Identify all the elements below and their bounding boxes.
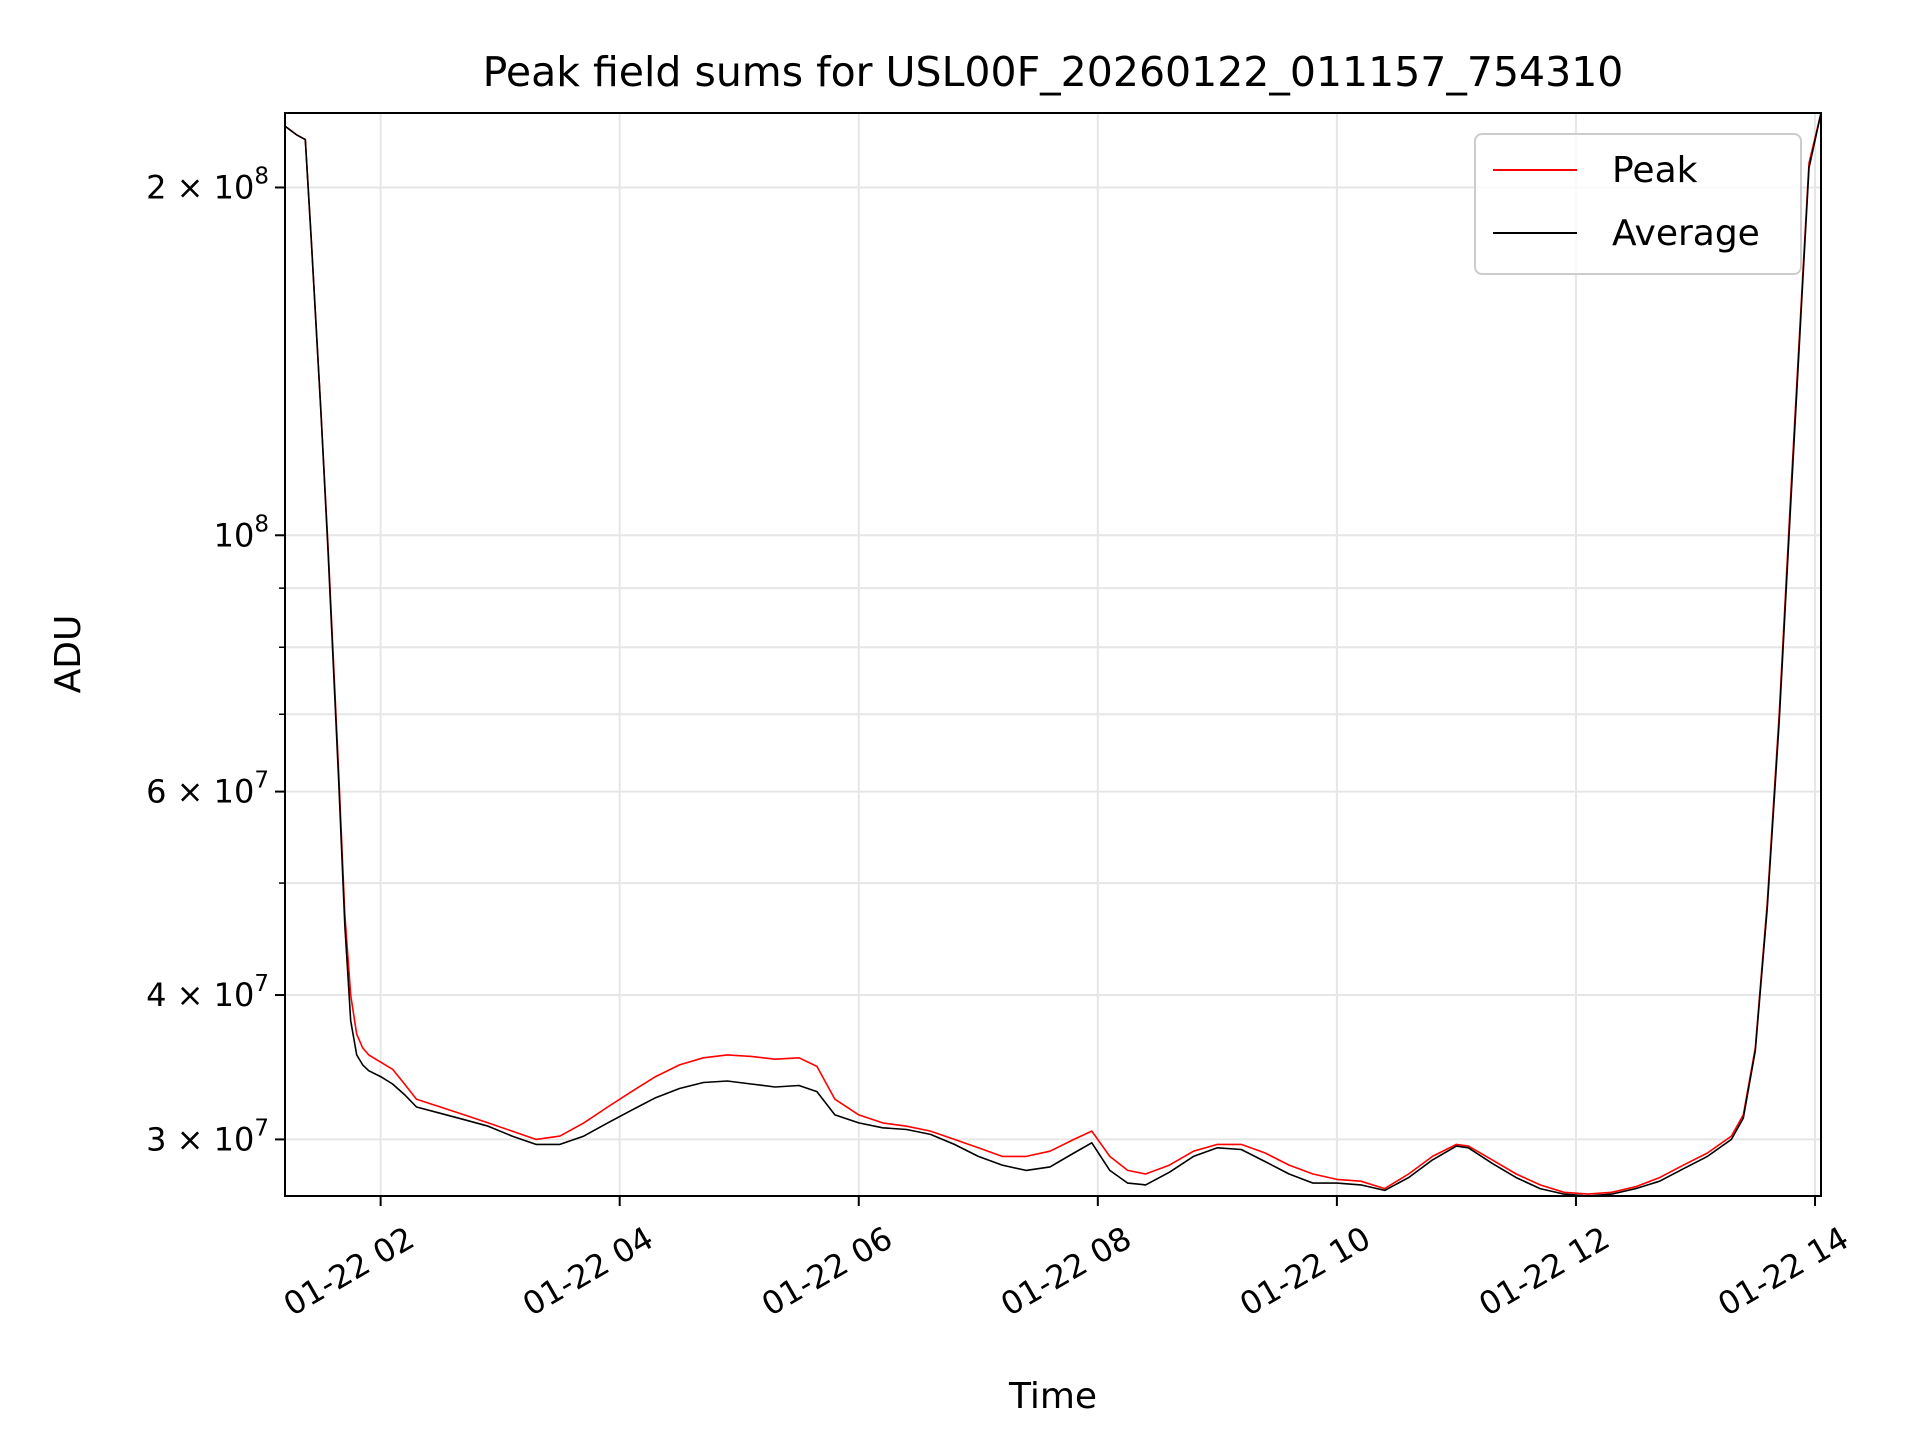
y-axis-label: ADU bbox=[48, 615, 89, 694]
legend-label-average: Average bbox=[1612, 213, 1760, 254]
chart-title: Peak field sums for USL00F_20260122_0111… bbox=[483, 48, 1624, 96]
legend-label-peak: Peak bbox=[1612, 150, 1698, 191]
series-line-peak bbox=[285, 113, 1821, 1195]
plot-frame bbox=[284, 112, 1822, 1197]
y-tick-label: 4 × 107 bbox=[146, 971, 269, 1014]
y-tick-label: 2 × 108 bbox=[146, 163, 269, 206]
y-tick-label: 108 bbox=[214, 511, 269, 554]
legend: Peak Average bbox=[1474, 133, 1802, 275]
x-axis-label: Time bbox=[1008, 1376, 1097, 1417]
y-tick-label: 6 × 107 bbox=[146, 768, 269, 811]
y-tick-label: 3 × 107 bbox=[146, 1115, 269, 1158]
